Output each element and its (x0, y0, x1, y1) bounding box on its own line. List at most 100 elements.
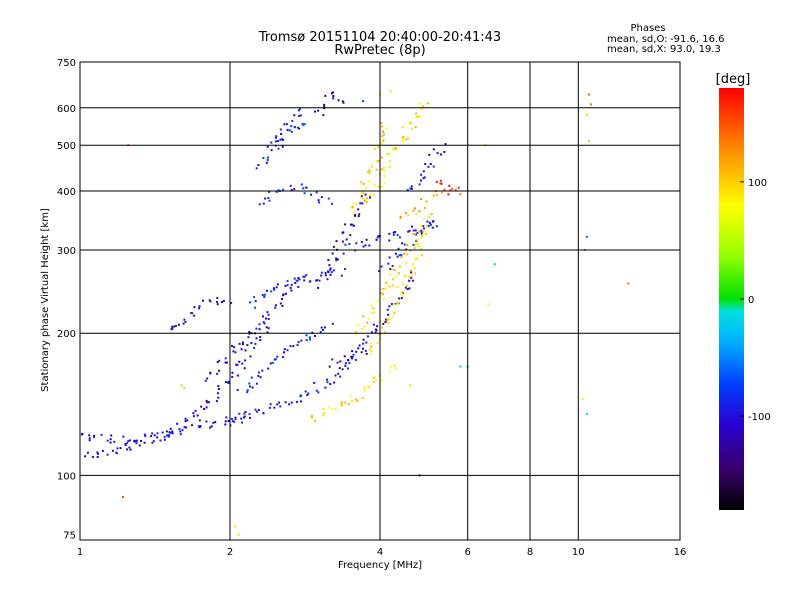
echo-point (171, 325, 174, 328)
echo-point (233, 346, 235, 349)
echo-point (332, 245, 335, 248)
echo-point (267, 197, 270, 199)
echo-point (248, 331, 251, 333)
echo-point (370, 350, 373, 352)
echo-point (344, 223, 347, 226)
echo-point (405, 138, 408, 141)
echo-point (369, 348, 372, 351)
echo-point (259, 376, 262, 379)
echo-point (97, 452, 99, 455)
echo-point (323, 412, 326, 415)
echo-point (198, 305, 201, 308)
echo-point (191, 424, 193, 427)
echo-point (411, 225, 413, 228)
echo-point (327, 259, 330, 262)
echo-point (286, 349, 289, 352)
echo-point (323, 326, 326, 329)
echo-point (275, 136, 277, 139)
echo-point (432, 194, 435, 197)
echo-point (156, 436, 159, 439)
echo-point (396, 255, 399, 258)
echo-point (262, 321, 265, 324)
echo-point (423, 207, 426, 209)
echo-point (407, 137, 410, 140)
echo-point (350, 355, 353, 358)
echo-point (343, 355, 346, 358)
echo-point (413, 267, 416, 270)
echo-point (380, 156, 383, 159)
echo-point (382, 298, 385, 300)
echo-point (206, 401, 209, 404)
echo-point (382, 322, 385, 325)
echo-point (186, 419, 189, 422)
echo-point (310, 193, 312, 196)
echo-point (395, 367, 398, 370)
echo-point (362, 338, 365, 341)
echo-point (362, 315, 365, 318)
echo-point (126, 448, 128, 451)
echo-point (200, 405, 203, 408)
echo-point (430, 213, 433, 216)
echo-point (401, 242, 404, 245)
echo-point (414, 233, 416, 236)
echo-point (370, 352, 373, 355)
echo-point (364, 244, 367, 247)
echo-point (412, 279, 415, 282)
echo-point (365, 352, 368, 355)
echo-point (387, 322, 390, 325)
echo-point (348, 362, 351, 365)
echo-point (376, 341, 379, 344)
echo-point (426, 102, 429, 105)
echo-point (129, 448, 132, 451)
echo-point (262, 202, 265, 205)
echo-point (261, 369, 264, 372)
echo-point (377, 185, 380, 188)
echo-point (100, 433, 103, 436)
echo-point (317, 199, 320, 202)
echo-point (309, 338, 311, 341)
echo-point (383, 169, 386, 172)
echo-point (401, 291, 404, 294)
echo-point (246, 389, 249, 392)
echo-point (362, 245, 365, 248)
echo-point (302, 124, 305, 127)
echo-point (346, 367, 349, 370)
echo-point (402, 139, 405, 142)
echo-point (380, 292, 383, 294)
y-tick-label: 75 (63, 531, 76, 542)
echo-point (331, 252, 334, 255)
echo-point (280, 133, 283, 135)
y-tick-label: 200 (57, 329, 76, 340)
echo-point (226, 381, 229, 384)
echo-point (408, 279, 411, 282)
echo-point (284, 401, 287, 404)
echo-point (184, 320, 187, 323)
echo-point (181, 429, 184, 432)
echo-point (249, 301, 252, 304)
echo-point (363, 325, 366, 328)
echo-point (177, 323, 180, 326)
echo-point (381, 168, 384, 171)
echo-point (378, 270, 381, 273)
echo-point (360, 196, 363, 199)
echo-point (255, 337, 258, 340)
echo-point (385, 282, 388, 284)
echo-point (403, 252, 406, 255)
echo-point (318, 201, 321, 204)
echo-point (171, 430, 174, 433)
echo-point (372, 323, 375, 326)
echo-point (276, 283, 279, 286)
echo-point (374, 376, 377, 379)
echo-point (368, 385, 371, 388)
echo-point (410, 276, 413, 279)
x-tick-label: 8 (527, 547, 533, 558)
chart-title: Tromsø 20151104 20:40:00-20:41:43 (258, 30, 501, 45)
echo-point (317, 391, 320, 394)
echo-point (209, 300, 212, 303)
echo-point (403, 243, 406, 246)
echo-point (193, 314, 196, 317)
echo-point (292, 345, 295, 348)
echo-point (125, 442, 128, 445)
